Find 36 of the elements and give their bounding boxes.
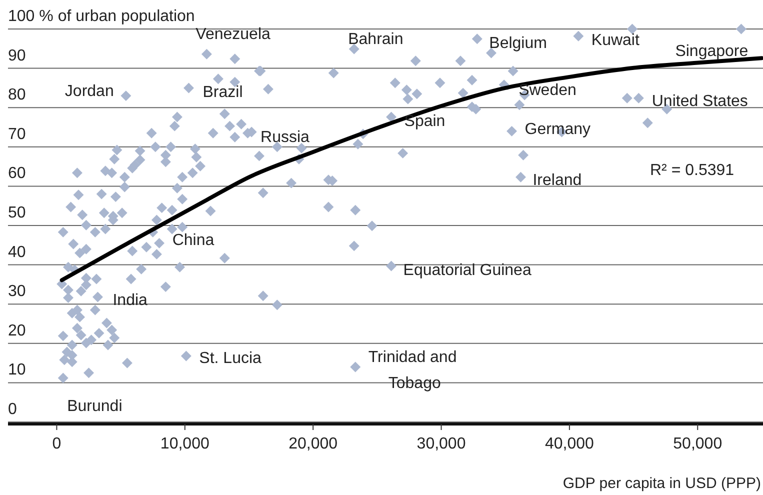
annotation: Jordan <box>64 82 114 100</box>
x-axis-title: GDP per capita in USD (PPP) <box>562 475 761 492</box>
annotation: Equatorial Guinea <box>403 262 532 279</box>
annotation: Spain <box>404 113 446 130</box>
y-tick-label: 50 <box>8 204 26 222</box>
y-tick-label: 60 <box>8 165 26 182</box>
annotation: Burundi <box>67 398 122 415</box>
annotation: Venezuela <box>196 26 271 44</box>
y-tick-label: 100 % of urban population <box>8 8 195 25</box>
x-tick-label: 30,000 <box>416 435 466 452</box>
y-tick-label: 90 <box>8 47 26 64</box>
x-tick-label: 0 <box>52 435 62 452</box>
annotation: Germany <box>524 121 591 138</box>
x-tick-label: 20,000 <box>288 435 338 452</box>
annotation: Sweden <box>518 82 576 100</box>
annotation: Bahrain <box>348 31 404 48</box>
annotation: Ireland <box>532 172 582 190</box>
annotation: Singapore <box>675 43 748 60</box>
annotation: Russia <box>260 128 310 146</box>
x-tick-label: 50,000 <box>673 435 722 452</box>
annotation: R² = 0.5391 <box>650 162 734 179</box>
annotation: United States <box>652 93 748 110</box>
annotation: China <box>172 232 214 250</box>
y-tick-label: 70 <box>8 126 26 143</box>
x-tick-label: 10,000 <box>160 435 210 452</box>
y-tick-label: 40 <box>8 244 26 261</box>
x-tick-label: 40,000 <box>544 435 594 452</box>
y-tick-label: 20 <box>8 322 26 340</box>
annotation: Kuwait <box>591 32 640 50</box>
annotation: Brazil <box>202 84 243 101</box>
annotation: St. Lucia <box>199 350 262 367</box>
y-tick-label: 10 <box>8 362 26 379</box>
y-tick-label: 30 <box>8 283 26 300</box>
y-tick-label: 0 <box>8 401 17 418</box>
annotation: Belgium <box>489 34 547 52</box>
y-tick-label: 80 <box>8 86 26 104</box>
